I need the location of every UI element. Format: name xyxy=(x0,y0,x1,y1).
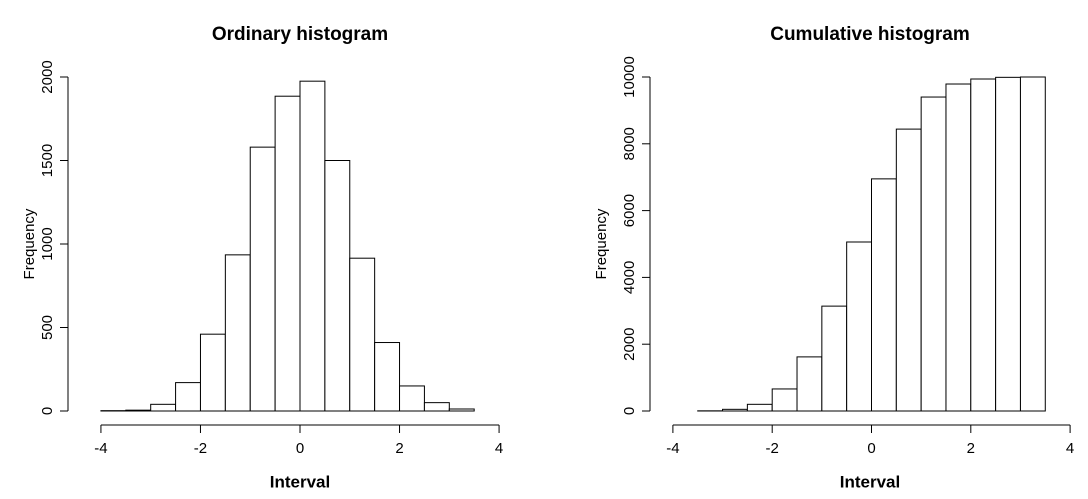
bar xyxy=(224,254,251,412)
bar xyxy=(274,95,301,412)
bar xyxy=(722,408,748,412)
x-tick-label: 4 xyxy=(495,440,503,457)
bar xyxy=(448,408,475,412)
x-tick-label: 0 xyxy=(867,440,875,457)
bar xyxy=(821,305,848,412)
y-tick-label: 0 xyxy=(39,407,56,415)
y-tick-label: 1000 xyxy=(39,227,56,260)
bar xyxy=(249,146,276,412)
x-axis-label: Interval xyxy=(270,472,330,491)
y-tick-label: 6000 xyxy=(621,194,638,227)
bar xyxy=(846,241,873,412)
y-tick-label: 8000 xyxy=(621,127,638,160)
y-tick-label: 2000 xyxy=(39,60,56,93)
x-tick-label: -2 xyxy=(194,440,207,457)
bar xyxy=(1019,76,1046,412)
bar xyxy=(125,409,152,412)
y-axis-label: Frequency xyxy=(593,208,610,279)
y-axis-label: Frequency xyxy=(21,208,38,279)
bar xyxy=(399,385,425,412)
bar xyxy=(995,76,1021,412)
x-tick-label: 2 xyxy=(967,440,975,457)
bar xyxy=(150,403,177,412)
bar xyxy=(175,382,201,412)
bar xyxy=(324,160,351,412)
bar xyxy=(796,356,823,412)
x-tick-label: -4 xyxy=(94,440,107,457)
chart-title: Ordinary histogram xyxy=(212,24,388,45)
bar xyxy=(771,388,798,412)
bar xyxy=(374,342,401,412)
x-tick-label: 0 xyxy=(296,440,304,457)
y-tick-label: 2000 xyxy=(621,328,638,361)
bar xyxy=(199,333,226,412)
x-tick-label: -4 xyxy=(666,440,679,457)
bar xyxy=(299,80,326,412)
bar xyxy=(349,257,376,412)
x-axis-label: Interval xyxy=(840,472,900,491)
bar xyxy=(970,78,997,412)
bar xyxy=(895,128,922,412)
y-tick-label: 1500 xyxy=(39,144,56,177)
bar xyxy=(920,96,947,412)
bar xyxy=(423,402,450,412)
y-tick-label: 500 xyxy=(39,315,56,340)
bar xyxy=(945,83,972,412)
x-tick-label: 4 xyxy=(1066,440,1074,457)
y-tick-label: 0 xyxy=(621,407,638,415)
y-tick-label: 4000 xyxy=(621,261,638,294)
bar xyxy=(746,403,773,412)
chart-title: Cumulative histogram xyxy=(770,24,970,45)
x-tick-label: -2 xyxy=(766,440,779,457)
x-tick-label: 2 xyxy=(395,440,403,457)
bar xyxy=(871,178,897,412)
y-tick-label: 10000 xyxy=(621,56,638,98)
